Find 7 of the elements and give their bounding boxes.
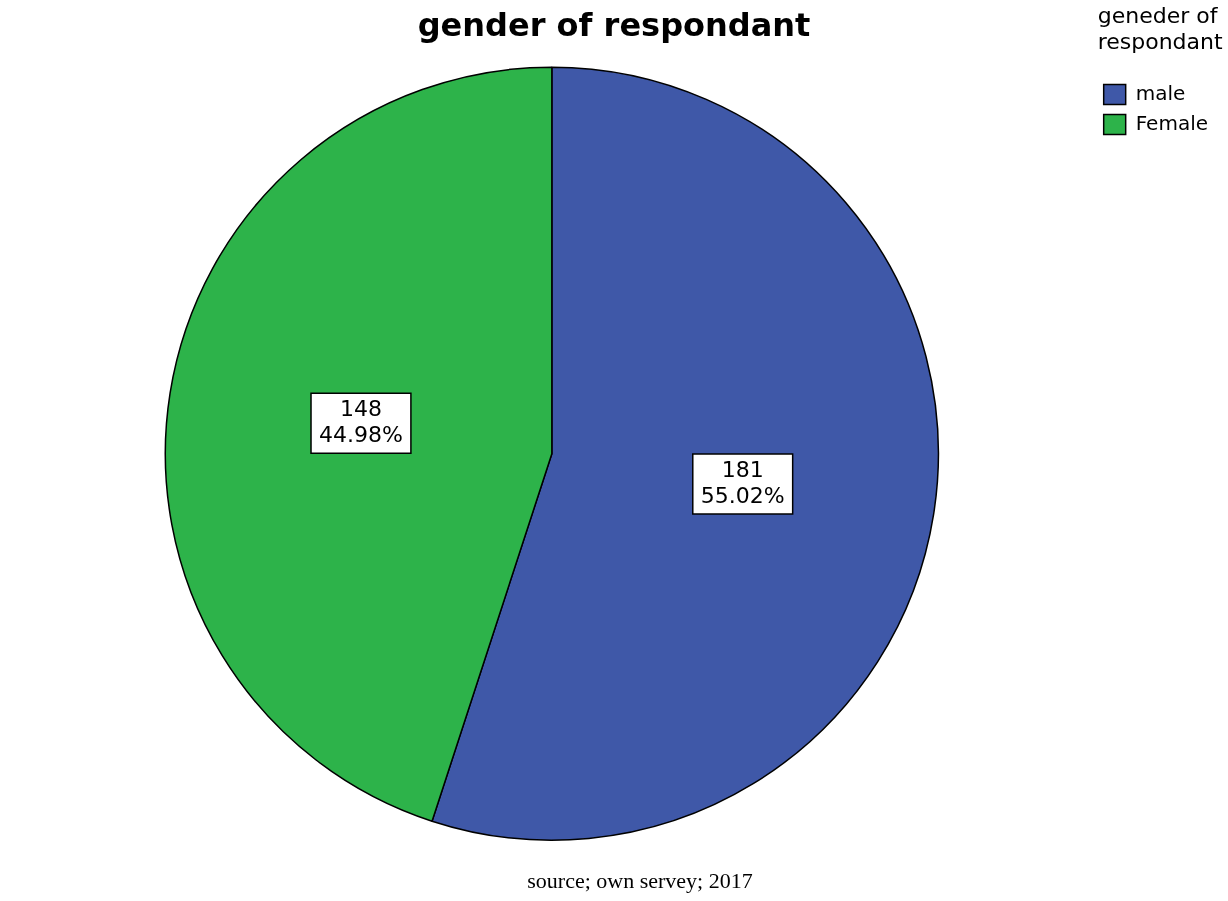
source-note: source; own servey; 2017 [527, 867, 753, 893]
chart-title: gender of respondant [417, 5, 811, 44]
data-label: 148 44.98% [319, 396, 403, 448]
legend-label: Female [1135, 110, 1209, 135]
legend-label: male [1135, 80, 1186, 105]
data-label: 181 55.02% [700, 456, 785, 508]
legend-title: geneder of respondant [1097, 2, 1223, 54]
